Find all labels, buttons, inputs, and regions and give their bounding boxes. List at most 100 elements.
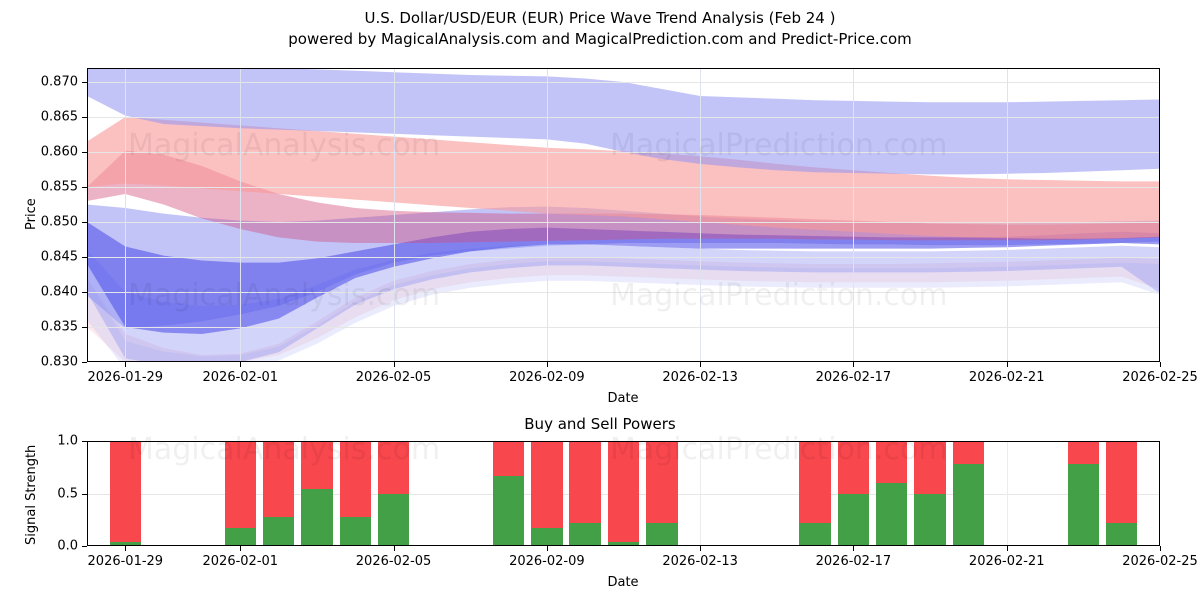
power-bar[interactable] xyxy=(492,441,525,546)
sell-power-segment xyxy=(952,441,985,465)
powers-x-tick-label: 2026-02-01 xyxy=(202,554,279,569)
powers-x-tickmark xyxy=(1006,546,1008,551)
powers-x-tick-label: 2026-02-05 xyxy=(355,554,432,569)
power-bar[interactable] xyxy=(531,441,563,546)
powers-x-tickmark xyxy=(700,546,702,551)
power-bar[interactable] xyxy=(952,441,985,546)
price-x-tick-label: 2026-02-01 xyxy=(202,370,279,385)
power-bar[interactable] xyxy=(607,441,640,546)
powers-y-tickmark xyxy=(82,493,87,495)
powers-gridline-v xyxy=(700,441,702,546)
wave-band xyxy=(87,150,1160,243)
wave-band xyxy=(87,222,1160,334)
buy-power-segment xyxy=(1105,522,1138,546)
power-bar[interactable] xyxy=(876,441,908,546)
buy-power-segment xyxy=(377,493,410,546)
powers-x-tick-label: 2026-02-17 xyxy=(815,554,892,569)
power-bar[interactable] xyxy=(837,441,870,546)
power-bar[interactable] xyxy=(914,441,946,546)
powers-x-tickmark xyxy=(125,546,127,551)
buy-power-segment xyxy=(569,522,601,546)
price-gridline-v xyxy=(546,68,548,362)
buy-power-segment xyxy=(301,489,333,546)
price-y-tick-label: 0.835 xyxy=(40,319,78,335)
powers-x-tick-label: 2026-02-13 xyxy=(662,554,738,569)
price-x-tick-label: 2026-02-05 xyxy=(355,370,432,385)
price-gridline-h xyxy=(87,327,1160,328)
sell-power-segment xyxy=(109,441,142,542)
page-title: U.S. Dollar/USD/EUR (EUR) Price Wave Tre… xyxy=(0,8,1200,50)
power-bar[interactable] xyxy=(301,441,333,546)
power-bar[interactable] xyxy=(1105,441,1138,546)
sell-power-segment xyxy=(339,441,371,517)
powers-x-tickmark xyxy=(393,546,395,551)
buy-power-segment xyxy=(914,493,946,546)
price-x-tick-label: 2026-02-25 xyxy=(1122,370,1198,385)
powers-x-tickmark xyxy=(1160,546,1161,551)
sell-power-segment xyxy=(301,441,333,490)
power-bar[interactable] xyxy=(377,441,410,546)
powers-y-tick-label: 0.0 xyxy=(57,538,78,554)
price-y-tickmark xyxy=(82,222,87,223)
sell-power-segment xyxy=(876,441,908,483)
wave-band xyxy=(87,204,1160,329)
sell-power-segment xyxy=(492,441,525,476)
powers-x-tick-label: 2026-02-25 xyxy=(1122,554,1198,569)
sell-power-segment xyxy=(837,441,870,494)
buy-power-segment xyxy=(262,516,295,546)
sell-power-segment xyxy=(569,441,601,523)
title-line-2: powered by MagicalAnalysis.com and Magic… xyxy=(288,30,912,48)
price-x-tickmark xyxy=(1006,362,1008,367)
price-y-tickmark xyxy=(82,152,87,153)
price-x-tickmark xyxy=(853,362,855,367)
powers-x-tickmark xyxy=(546,546,548,551)
price-y-tick-label: 0.845 xyxy=(40,249,78,265)
price-y-tickmark xyxy=(82,257,87,258)
power-bar[interactable] xyxy=(1067,441,1100,546)
powers-y-tick-label: 0.5 xyxy=(57,486,78,501)
price-plot-area xyxy=(87,68,1160,362)
price-x-tick-label: 2026-02-13 xyxy=(662,370,738,385)
power-bar[interactable] xyxy=(109,441,142,546)
wave-band xyxy=(87,257,1160,362)
powers-x-tickmark xyxy=(240,546,242,551)
price-gridline-v xyxy=(1006,68,1008,362)
price-gridline-h xyxy=(87,117,1160,118)
powers-x-tick-label: 2026-01-29 xyxy=(87,554,164,569)
price-gridline-v xyxy=(700,68,702,362)
powers-x-tick-label: 2026-02-09 xyxy=(509,554,585,569)
price-x-tick-label: 2026-02-17 xyxy=(815,370,892,385)
sell-power-segment xyxy=(799,441,831,523)
sell-power-segment xyxy=(1067,441,1100,465)
price-x-axis-label: Date xyxy=(607,391,639,406)
price-y-tick-label: 0.870 xyxy=(40,74,78,90)
price-y-tick-label: 0.830 xyxy=(40,354,78,370)
powers-x-tick-label: 2026-02-21 xyxy=(968,554,1045,569)
buy-power-segment xyxy=(492,475,525,546)
price-y-tick-label: 0.840 xyxy=(40,284,78,300)
buy-power-segment xyxy=(224,528,256,546)
buy-power-segment xyxy=(646,522,678,546)
buy-power-segment xyxy=(876,483,908,546)
power-bar[interactable] xyxy=(569,441,601,546)
buy-sell-powers-chart xyxy=(87,441,1160,546)
sell-power-segment xyxy=(531,441,563,529)
power-bar[interactable] xyxy=(224,441,256,546)
power-bar[interactable] xyxy=(646,441,678,546)
power-bar[interactable] xyxy=(262,441,295,546)
sell-power-segment xyxy=(607,441,640,542)
price-x-tickmark xyxy=(393,362,395,367)
price-y-tickmark xyxy=(82,327,87,328)
price-y-tickmark xyxy=(82,187,87,188)
price-x-tickmark xyxy=(700,362,702,367)
price-gridline-h xyxy=(87,187,1160,188)
price-y-tickmark xyxy=(82,82,87,83)
price-y-tick-label: 0.850 xyxy=(40,214,78,230)
price-gridline-v xyxy=(853,68,855,362)
power-bar[interactable] xyxy=(339,441,371,546)
power-bar[interactable] xyxy=(799,441,831,546)
price-gridline-h xyxy=(87,82,1160,83)
price-y-tickmark xyxy=(82,362,87,363)
powers-y-tickmark xyxy=(82,546,87,547)
